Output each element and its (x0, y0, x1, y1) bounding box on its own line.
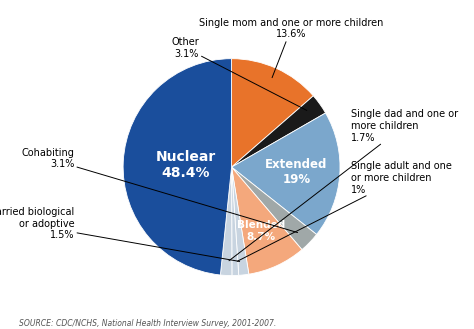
Wedge shape (232, 167, 302, 274)
Text: Blended
8.7%: Blended 8.7% (237, 220, 285, 242)
Text: Unmarried biological
or adoptive
1.5%: Unmarried biological or adoptive 1.5% (0, 207, 239, 262)
Wedge shape (232, 59, 313, 167)
Wedge shape (232, 167, 239, 276)
Text: Other
3.1%: Other 3.1% (171, 37, 307, 111)
Wedge shape (232, 96, 326, 167)
Text: Extended
19%: Extended 19% (265, 158, 328, 186)
Wedge shape (232, 167, 317, 250)
Text: Single adult and one
or more children
1%: Single adult and one or more children 1% (237, 161, 452, 261)
Wedge shape (123, 59, 232, 275)
Text: Single dad and one or
more children
1.7%: Single dad and one or more children 1.7% (229, 109, 458, 261)
Text: Cohabiting
3.1%: Cohabiting 3.1% (21, 148, 298, 233)
Wedge shape (232, 167, 249, 275)
Text: Single mom and one or more children
13.6%: Single mom and one or more children 13.6… (199, 17, 383, 78)
Text: Nuclear
48.4%: Nuclear 48.4% (156, 150, 216, 180)
Wedge shape (220, 167, 232, 276)
Wedge shape (232, 113, 340, 235)
Text: SOURCE: CDC/NCHS, National Health Interview Survey, 2001-2007.: SOURCE: CDC/NCHS, National Health Interv… (19, 319, 276, 328)
